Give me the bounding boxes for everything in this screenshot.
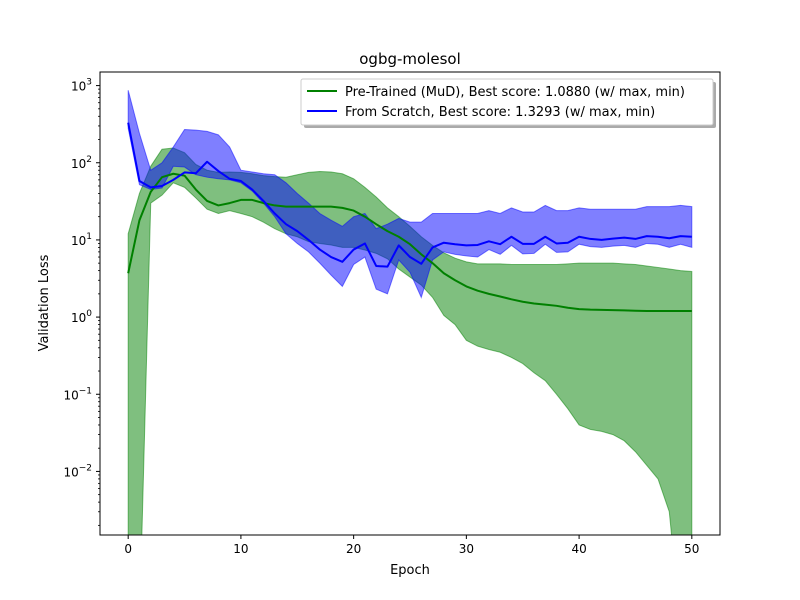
x-axis-ticks: 0 10 20 30 40 50 (124, 535, 699, 556)
x-tick-label: 10 (233, 542, 248, 556)
x-axis-label: Epoch (390, 563, 430, 578)
x-tick-label: 30 (459, 542, 474, 556)
y-tick-label: 103 (71, 78, 92, 94)
x-tick-label: 0 (124, 542, 132, 556)
x-tick-label: 40 (571, 542, 586, 556)
uncertainty-bands (127, 90, 693, 535)
legend-box (300, 78, 714, 126)
legend-label-scratch: From Scratch, Best score: 1.3293 (w/ max… (345, 105, 655, 120)
plot-frame (99, 71, 721, 536)
y-axis-ticks: 10−2 10−1 100 101 102 103 (63, 78, 100, 526)
y-tick-label: 101 (71, 232, 92, 248)
series-line-scratch (127, 122, 692, 268)
y-tick-label: 10−2 (63, 463, 92, 479)
legend-label-pretrained: Pre-Trained (MuD), Best score: 1.0880 (w… (345, 85, 685, 100)
chart-title: ogbg-molesol (359, 50, 461, 68)
y-tick-label: 10−1 (63, 386, 92, 402)
y-axis-label: Validation Loss (37, 254, 52, 351)
band-scratch (127, 90, 693, 299)
y-tick-label: 100 (71, 309, 92, 325)
series-lines (127, 122, 692, 312)
legend: Pre-Trained (MuD), Best score: 1.0880 (w… (300, 78, 716, 128)
series-line-pretrained (127, 172, 692, 312)
x-tick-label: 20 (346, 542, 361, 556)
y-tick-label: 102 (71, 155, 92, 171)
x-tick-label: 50 (684, 542, 699, 556)
